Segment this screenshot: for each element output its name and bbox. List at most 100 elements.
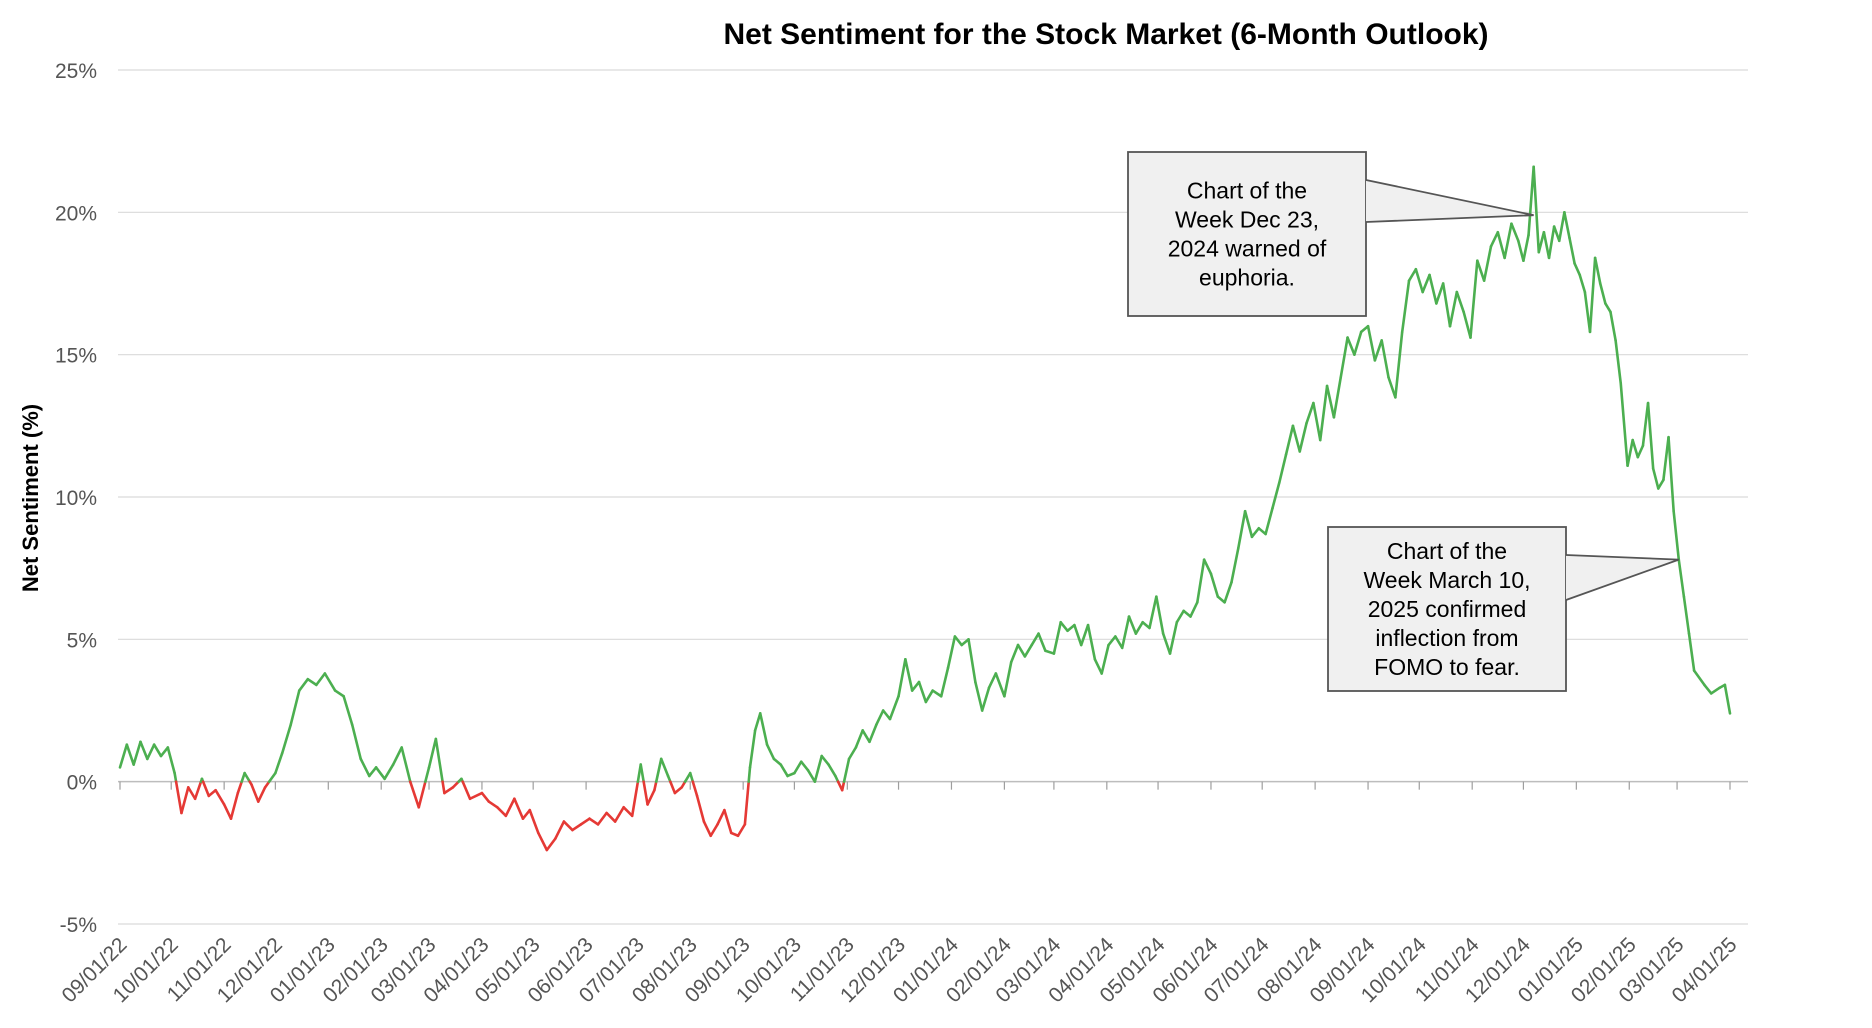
series-segment	[1318, 384, 1329, 442]
series-segment	[1066, 623, 1076, 633]
series-segment	[939, 666, 950, 698]
series-segment	[659, 757, 670, 778]
series-segment	[1583, 290, 1592, 334]
series-segment	[1703, 683, 1713, 695]
series-segment	[1476, 259, 1486, 282]
series-segment	[1353, 330, 1363, 356]
series-segment	[1141, 620, 1151, 630]
series-segment	[504, 797, 516, 818]
series-segment	[967, 638, 977, 684]
series-segment	[1496, 230, 1506, 260]
series-segment	[186, 786, 197, 801]
series-segment	[579, 817, 591, 826]
series-segment	[1264, 507, 1274, 536]
series-segment	[1114, 635, 1124, 650]
callout-text: 2024 warned of	[1168, 236, 1327, 262]
series-segment	[1631, 438, 1640, 459]
series-segment	[987, 672, 998, 690]
series-segment	[1387, 376, 1397, 399]
series-segment	[881, 709, 892, 721]
series-segment	[1305, 401, 1315, 425]
series-segment	[1052, 620, 1063, 655]
callout-text: Chart of the	[1387, 538, 1507, 564]
series-segment	[1271, 481, 1281, 510]
series-segment	[207, 788, 217, 798]
y-tick-label: 20%	[55, 202, 97, 225]
series-segment	[1510, 222, 1520, 243]
series-segment	[250, 783, 260, 803]
series-segment	[765, 743, 776, 761]
series-segment	[1687, 632, 1696, 672]
series-segment	[1023, 643, 1034, 658]
series-segment	[496, 805, 508, 818]
series-segment	[146, 743, 156, 761]
series-segment	[451, 780, 460, 789]
series-segment	[132, 740, 142, 766]
y-tick-label: 25%	[55, 60, 97, 83]
series-segment	[1257, 527, 1267, 536]
series-segment	[1604, 302, 1612, 314]
series-segment	[1682, 595, 1691, 635]
series-segment	[1428, 273, 1438, 305]
series-segment	[173, 771, 178, 783]
series-segment	[1209, 572, 1220, 598]
series-segment	[174, 780, 183, 815]
series-segment	[1291, 424, 1302, 453]
series-segment	[1202, 558, 1213, 576]
series-segment	[1134, 620, 1144, 635]
series-segment	[1522, 233, 1530, 263]
callout-text: 2025 confirmed	[1368, 596, 1527, 622]
series-segment	[1236, 509, 1247, 550]
series-segment	[1359, 324, 1370, 334]
series-segment	[1400, 279, 1411, 334]
series-segment	[1516, 239, 1525, 263]
series-segment	[840, 780, 846, 792]
series-segment	[748, 729, 757, 769]
series-segment	[1120, 615, 1131, 650]
series-segment	[924, 689, 934, 704]
series-segment	[1614, 339, 1623, 385]
y-axis-ticks: -5% 0% 5% 10% 15% 20% 25%	[55, 60, 97, 937]
series-segment	[468, 791, 484, 801]
annotations: Chart of the Week Dec 23, 2024 warned of eu…	[1127, 151, 1680, 692]
callout-box	[1127, 151, 1367, 317]
series-segment	[1469, 259, 1479, 339]
series-segment	[813, 754, 824, 783]
series-segment	[758, 712, 769, 746]
series-segment	[1044, 649, 1056, 655]
series-segment	[297, 677, 310, 692]
series-segment	[709, 823, 719, 838]
series-segment	[267, 771, 277, 783]
callout: Chart of the Week Dec 23, 2024 warned of eu…	[1127, 151, 1534, 317]
series-segment	[1503, 222, 1513, 260]
series-segment	[333, 689, 345, 698]
series-segment	[1216, 595, 1226, 604]
chart-title: Net Sentiment for the Stock Market (6-Mo…	[723, 18, 1488, 51]
series-segment	[1677, 558, 1686, 598]
series-segment	[125, 743, 135, 766]
series-segment	[605, 811, 617, 823]
series-segment	[1407, 267, 1418, 282]
series-segment	[1380, 339, 1390, 379]
series-segment	[1414, 267, 1424, 294]
series-segment	[461, 780, 472, 801]
series-segment	[1243, 509, 1254, 539]
series-segment	[1059, 620, 1069, 633]
series-segment	[1609, 310, 1617, 342]
series-segment	[1366, 324, 1377, 362]
series-segment	[1598, 282, 1607, 305]
series-segment	[1656, 478, 1665, 490]
series-segment	[243, 771, 252, 783]
series-segment	[736, 823, 747, 838]
series-segment	[994, 672, 1006, 698]
series-segment	[1373, 339, 1384, 362]
series-segment	[443, 786, 455, 795]
series-segment	[1182, 609, 1192, 618]
series-segment	[571, 823, 583, 832]
series-segment	[691, 780, 699, 798]
series-segment	[367, 766, 378, 778]
series-segment	[1482, 245, 1493, 282]
series-segment	[1298, 421, 1308, 453]
series-segment	[289, 689, 301, 727]
series-segment	[1547, 225, 1556, 260]
